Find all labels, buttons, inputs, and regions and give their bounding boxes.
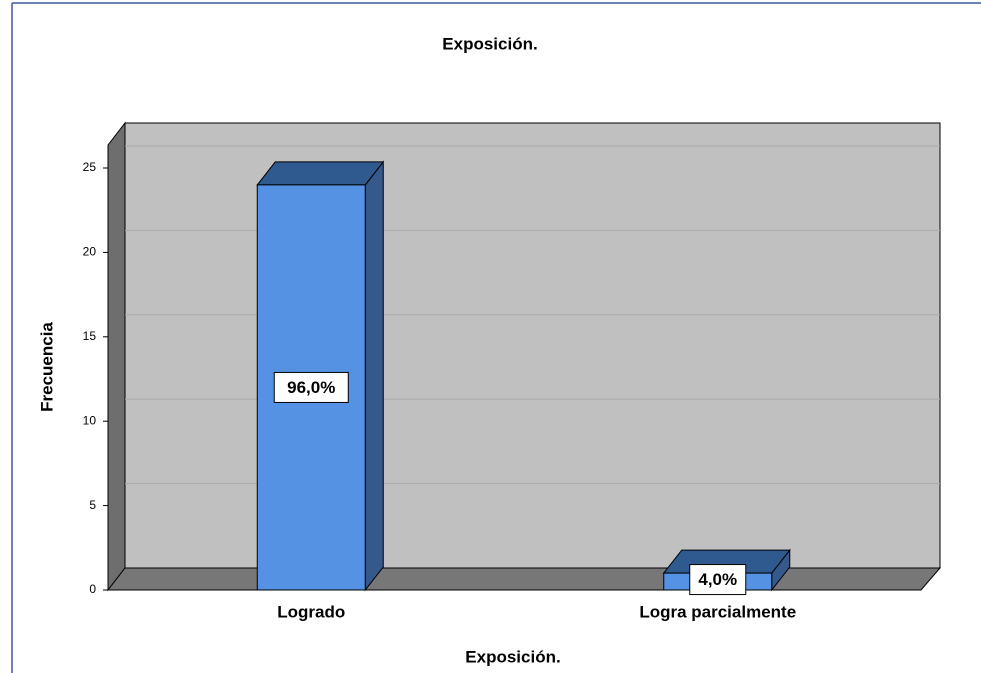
data-label-box — [689, 564, 747, 596]
bar-top — [256, 161, 385, 186]
left-wall — [107, 121, 126, 592]
floor — [106, 567, 942, 591]
y-tick-label: 10 — [83, 413, 97, 427]
y-tick-label: 20 — [83, 245, 97, 259]
x-tick-label: Logra parcialmente — [639, 602, 796, 621]
bar-side — [364, 160, 384, 592]
chart-title: Exposición. — [442, 34, 537, 53]
y-tick-label: 0 — [89, 582, 96, 596]
back-wall — [124, 122, 941, 569]
data-label-box — [273, 371, 349, 403]
y-tick-label: 15 — [83, 329, 97, 343]
x-axis-label: Exposición. — [465, 647, 560, 666]
x-tick-label: Logrado — [277, 602, 345, 621]
y-tick-label: 5 — [89, 498, 96, 512]
y-axis-label: Frecuencia — [37, 322, 56, 412]
y-tick-label: 25 — [83, 160, 97, 174]
data-label: 4,0% — [698, 570, 737, 589]
data-label: 96,0% — [287, 378, 335, 397]
